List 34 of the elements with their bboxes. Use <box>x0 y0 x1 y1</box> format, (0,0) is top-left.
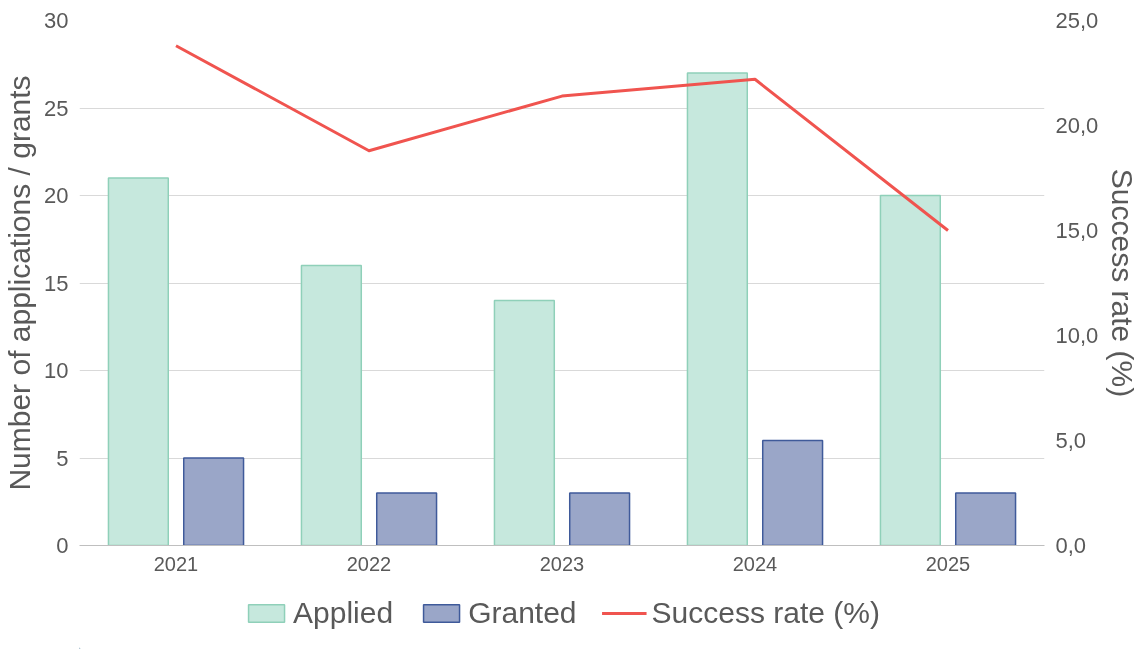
x-tick-label: 2025 <box>925 552 971 575</box>
line-series <box>174 44 950 232</box>
y2-tick-label: 25,0 <box>1055 8 1099 33</box>
y-tick-label: 5 <box>56 445 69 471</box>
bar <box>686 72 749 546</box>
y-axis-title: Number of applications / grants <box>3 75 37 491</box>
x-tick-label: 2021 <box>153 552 199 575</box>
bar <box>493 299 556 546</box>
bar <box>761 439 824 546</box>
x-tick-label: 2022 <box>346 552 392 575</box>
y2-axis-title: Success rate (%) <box>1106 168 1140 398</box>
y2-tick-label: 5,0 <box>1055 428 1087 453</box>
bar <box>568 492 631 546</box>
bar <box>107 177 170 546</box>
y2-tick-label: 15,0 <box>1055 218 1099 243</box>
y2-tick-label: 10,0 <box>1055 323 1099 348</box>
legend-label: Granted <box>468 596 577 630</box>
y-tick-label: 0 <box>56 533 69 558</box>
bar <box>300 264 363 546</box>
x-tick-label: 2024 <box>732 552 778 575</box>
bar <box>375 492 438 546</box>
bar <box>182 457 245 546</box>
x-tick-label: 2023 <box>539 552 585 575</box>
y-tick-label: 20 <box>44 183 69 208</box>
legend-label: Success rate (%) <box>651 596 880 630</box>
y2-tick-label: 20,0 <box>1055 113 1099 138</box>
y-tick-label: 30 <box>44 8 69 33</box>
bar <box>954 492 1017 546</box>
y2-tick-label: 0,0 <box>1055 533 1087 558</box>
y-tick-label: 25 <box>44 95 69 121</box>
legend-label: Applied <box>293 596 394 630</box>
bar <box>879 194 942 546</box>
y-tick-label: 15 <box>44 270 69 296</box>
y-tick-label: 10 <box>44 358 69 383</box>
